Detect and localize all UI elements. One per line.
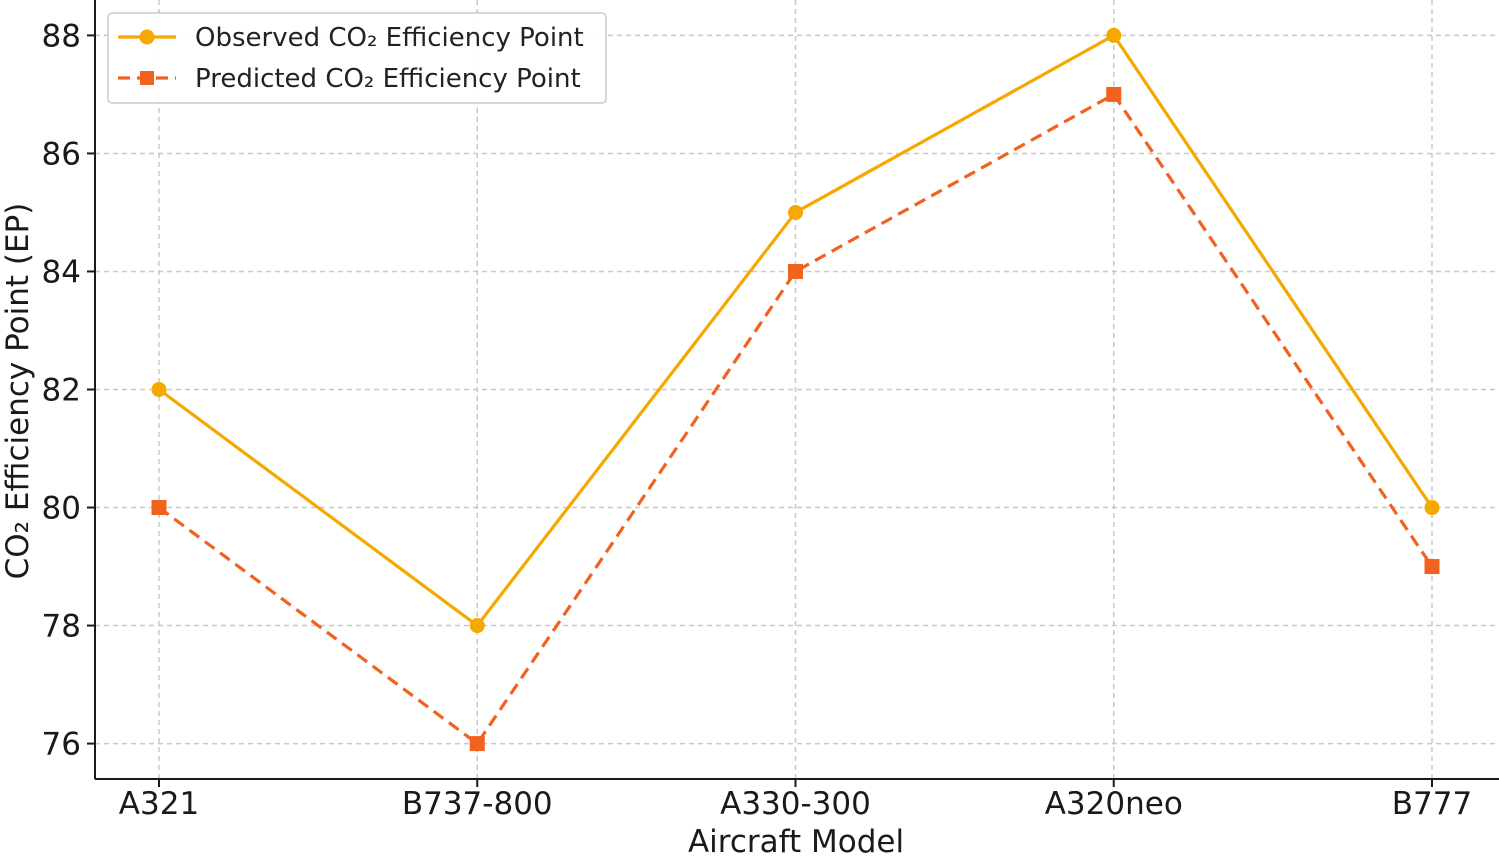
data-point-marker (1106, 27, 1122, 43)
data-point-marker (1424, 500, 1440, 516)
series-line (158, 33, 1434, 628)
data-point-marker (469, 618, 485, 634)
data-point-marker (469, 736, 485, 752)
series-layer (151, 27, 1440, 752)
legend-label: Predicted CO₂ Efficiency Point (195, 64, 581, 94)
x-tick-label: B777 (1392, 786, 1472, 822)
data-point-marker (1424, 559, 1440, 575)
y-tick-label: 88 (42, 18, 81, 54)
x-axis-title: Aircraft Model (688, 824, 904, 858)
legend-marker (140, 71, 154, 85)
x-tick-label: A320neo (1045, 786, 1183, 822)
data-point-marker (151, 382, 167, 397)
y-tick-label: 82 (42, 373, 81, 409)
legend-marker (139, 29, 155, 45)
ticks-layer: A321 B737-800 A330-300 A320neo B777 76 78 80 82 8… (42, 18, 1473, 822)
data-point-marker (151, 500, 167, 516)
x-tick-label: B737-800 (402, 786, 553, 822)
x-tick-label: A321 (119, 786, 199, 822)
grid-layer (95, 0, 1499, 779)
y-tick-label: 80 (42, 491, 81, 527)
data-point-marker (1106, 86, 1122, 102)
data-point-marker (788, 263, 803, 279)
x-tick-label: A330-300 (720, 786, 871, 822)
legend: Observed CO₂ Efficiency Point Predicted C… (107, 12, 607, 104)
legend-box (107, 12, 607, 104)
y-tick-label: 78 (42, 609, 81, 645)
y-tick-label: 86 (42, 136, 81, 172)
y-tick-label: 84 (42, 254, 81, 290)
y-tick-label: 76 (42, 727, 81, 763)
data-point-marker (788, 204, 803, 220)
y-axis-title: CO₂ Efficiency Point (EP) (0, 203, 36, 580)
legend-label: Observed CO₂ Efficiency Point (195, 23, 584, 53)
legend-items: Observed CO₂ Efficiency Point Predicted C… (118, 23, 584, 94)
